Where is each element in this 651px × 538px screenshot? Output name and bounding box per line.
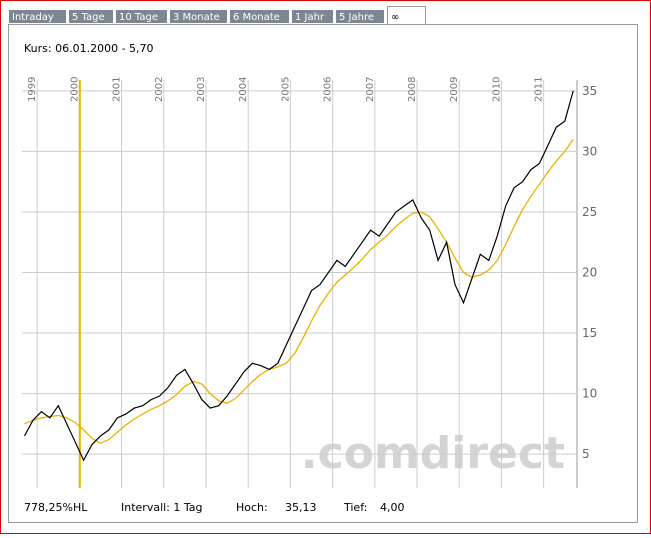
- series-line: [24, 138, 574, 444]
- tab-label[interactable]: Intraday: [12, 12, 54, 23]
- tab-label[interactable]: 6 Monate: [233, 12, 280, 23]
- y-tick-label: 25: [582, 205, 597, 219]
- tab[interactable]: [335, 9, 385, 24]
- footer-interval: Intervall: 1 Tag: [121, 501, 203, 514]
- x-tick-label: 2010: [491, 77, 502, 102]
- x-tick-label: 2000: [69, 77, 80, 102]
- tab[interactable]: [8, 9, 67, 24]
- tab-label[interactable]: ∞: [391, 12, 399, 23]
- tab-label[interactable]: 10 Tage: [119, 12, 158, 23]
- tab-label[interactable]: 3 Monate: [173, 12, 220, 23]
- tab[interactable]: [169, 9, 228, 24]
- plot-area: [22, 80, 577, 488]
- footer-low: 4,00: [380, 501, 405, 514]
- tab[interactable]: [387, 6, 426, 25]
- footer-performance: 778,25%HL: [24, 501, 88, 514]
- x-tick-label: 2009: [449, 77, 460, 102]
- tab-label[interactable]: 5 Jahre: [339, 12, 374, 23]
- x-tick-label: 2001: [112, 77, 123, 102]
- footer-high-label: Hoch:: [236, 501, 268, 514]
- tab[interactable]: [229, 9, 290, 24]
- y-tick-label: 35: [582, 84, 597, 98]
- tab-label[interactable]: 5 Tage: [72, 12, 105, 23]
- x-tick-label: 2011: [534, 77, 545, 102]
- x-tick-label: 2006: [323, 77, 334, 102]
- cursor-label: Kurs: 06.01.2000 - 5,70: [24, 42, 154, 55]
- footer-low-label: Tief:: [343, 501, 367, 514]
- x-tick-label: 2004: [238, 77, 249, 102]
- tab-label[interactable]: 1 Jahr: [295, 12, 325, 23]
- series-line: [23, 90, 574, 462]
- y-tick-label: 15: [582, 326, 597, 340]
- y-tick-label: 5: [582, 447, 590, 461]
- watermark: .comdirect: [301, 428, 565, 479]
- tab[interactable]: [115, 9, 168, 24]
- x-tick-label: 2003: [196, 77, 207, 102]
- tab[interactable]: [291, 9, 334, 24]
- x-tick-label: 2008: [407, 77, 418, 102]
- y-tick-label: 20: [582, 265, 597, 279]
- x-tick-label: 2007: [365, 77, 376, 102]
- y-tick-label: 30: [582, 144, 597, 158]
- x-tick-label: 2005: [280, 77, 291, 102]
- x-tick-label: 1999: [27, 77, 38, 102]
- x-tick-label: 2002: [154, 77, 165, 102]
- tab[interactable]: [68, 9, 114, 24]
- y-tick-label: 10: [582, 387, 597, 401]
- footer-high: 35,13: [285, 501, 317, 514]
